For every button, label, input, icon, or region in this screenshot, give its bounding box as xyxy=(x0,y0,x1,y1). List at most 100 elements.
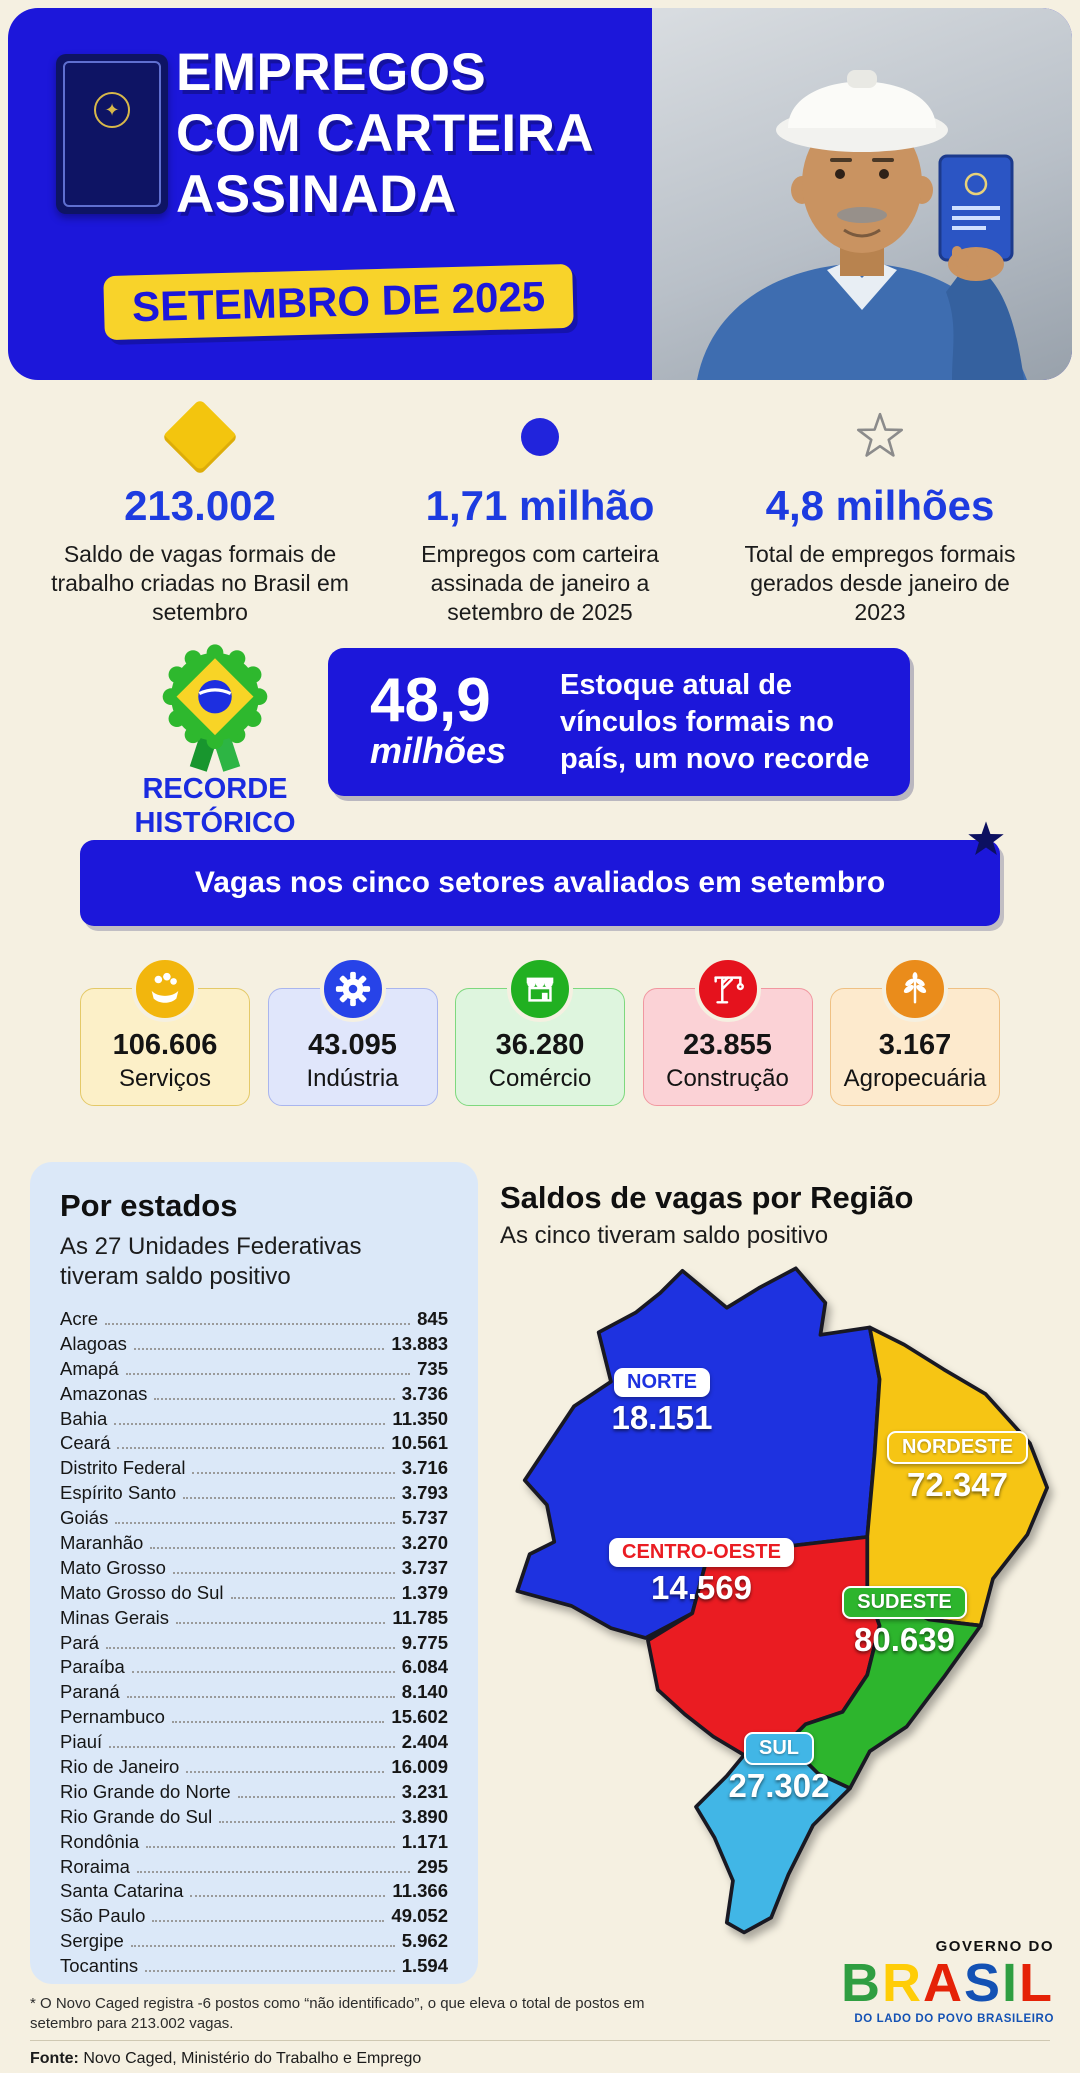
sector-card-industria: 43.095 Indústria xyxy=(267,956,438,1106)
state-name: Ceará xyxy=(60,1432,111,1454)
state-value: 15.602 xyxy=(391,1706,448,1728)
gear-icon xyxy=(319,956,386,1022)
state-name: Amapá xyxy=(60,1357,119,1379)
state-row: Bahia 11.350 xyxy=(60,1408,448,1433)
footnote: * O Novo Caged registra -6 postos como “… xyxy=(30,1995,645,2032)
state-value: 3.231 xyxy=(401,1780,448,1802)
sector-card-agropecuaria: 3.167 Agropecuária xyxy=(830,956,1000,1106)
region-name: NORTE xyxy=(614,1368,710,1397)
state-name: Piauí xyxy=(60,1731,103,1753)
dotted-leader xyxy=(150,1547,395,1550)
state-row: Piauí 2.404 xyxy=(60,1731,448,1756)
states-panel-title: Por estados xyxy=(60,1188,238,1223)
state-value: 49.052 xyxy=(391,1905,448,1927)
gov-logo-tagline: DO LADO DO POVO BRASILEIRO xyxy=(854,2013,1054,2025)
region-label-sul: SUL 27.302 xyxy=(704,1732,854,1805)
state-name: Rondônia xyxy=(60,1830,140,1852)
dotted-leader xyxy=(130,1945,395,1948)
state-name: São Paulo xyxy=(60,1905,146,1927)
state-value: 1.594 xyxy=(401,1955,448,1977)
state-row: Mato Grosso 3.737 xyxy=(60,1557,448,1582)
regions-title: Saldos de vagas por Região xyxy=(500,1180,914,1215)
state-value: 13.883 xyxy=(391,1332,448,1354)
state-row: Tocantins 1.594 xyxy=(60,1955,448,1980)
state-value: 735 xyxy=(417,1357,448,1379)
record-label-line2: HISTÓRICO xyxy=(134,807,296,839)
dotted-leader xyxy=(175,1621,386,1624)
state-value: 3.793 xyxy=(401,1482,448,1504)
state-name: Pernambuco xyxy=(60,1706,165,1728)
state-name: Mato Grosso do Sul xyxy=(60,1581,224,1603)
state-value: 11.366 xyxy=(392,1880,448,1902)
sector-value: 3.167 xyxy=(878,1029,952,1061)
coat-of-arms-icon: ✦ xyxy=(94,92,130,128)
state-row: Alagoas 13.883 xyxy=(60,1333,448,1358)
state-row: Paraíba 6.084 xyxy=(60,1656,448,1681)
sector-label: Indústria xyxy=(306,1065,399,1092)
state-row: Sergipe 5.962 xyxy=(60,1930,448,1955)
state-row: Mato Grosso do Sul 1.379 xyxy=(60,1582,448,1607)
dotted-leader xyxy=(190,1895,386,1898)
stat-monthly-balance: 213.002 Saldo de vagas formais de trabal… xyxy=(45,398,355,627)
state-value: 9.775 xyxy=(401,1631,448,1653)
dotted-leader xyxy=(109,1746,395,1749)
region-label-sudeste: SUDESTE 80.639 xyxy=(822,1586,987,1659)
wheat-icon xyxy=(882,956,948,1022)
state-row: Amapá 735 xyxy=(60,1358,448,1383)
sector-card-comercio: 36.280 Comércio xyxy=(455,956,625,1106)
record-label: RECORDE HISTÓRICO xyxy=(75,772,355,840)
source-label: Fonte: xyxy=(30,2050,79,2067)
decorative-star-icon xyxy=(968,821,1004,856)
hand-coins-icon xyxy=(132,956,198,1022)
state-row: Minas Gerais 11.785 xyxy=(60,1607,448,1632)
stat-description: Total de empregos formais gerados desde … xyxy=(744,541,1016,625)
header-banner: ✦ EMPREGOS COM CARTEIRA ASSINADA SETEMBR… xyxy=(8,8,1072,380)
work-card-icon: ✦ xyxy=(56,54,168,214)
state-name: Amazonas xyxy=(60,1382,148,1404)
title-line-3: ASSINADA xyxy=(176,165,457,224)
state-value: 11.350 xyxy=(392,1407,448,1429)
state-row: Santa Catarina 11.366 xyxy=(60,1880,448,1905)
dotted-leader xyxy=(237,1795,395,1798)
state-value: 295 xyxy=(417,1855,448,1877)
stat-description: Saldo de vagas formais de trabalho criad… xyxy=(51,541,349,625)
state-row: Rondônia 1.171 xyxy=(60,1831,448,1856)
dotted-leader xyxy=(172,1571,395,1574)
state-row: Distrito Federal 3.716 xyxy=(60,1457,448,1482)
state-value: 3.716 xyxy=(401,1457,448,1479)
state-name: Acre xyxy=(60,1308,99,1329)
stat-total-since-2023: 4,8 milhões Total de empregos formais ge… xyxy=(725,398,1035,627)
sector-label: Serviços xyxy=(118,1065,212,1092)
state-value: 3.737 xyxy=(401,1556,448,1578)
sector-label: Construção xyxy=(666,1065,789,1092)
sector-value: 106.606 xyxy=(112,1029,218,1061)
region-value: 80.639 xyxy=(854,1621,955,1658)
brazil-region-map: NORTE 18.151 NORDESTE 72.347 CENTRO-OEST… xyxy=(492,1256,1070,1946)
dotted-leader xyxy=(192,1472,395,1475)
sector-value: 43.095 xyxy=(308,1029,397,1061)
source-line: Fonte: Novo Caged, Ministério do Trabalh… xyxy=(30,2050,421,2068)
dotted-leader xyxy=(114,1422,386,1425)
dotted-leader xyxy=(183,1497,395,1500)
sector-value: 23.855 xyxy=(683,1029,772,1061)
state-name: Minas Gerais xyxy=(60,1606,169,1628)
sector-cards: 106.606 Serviços xyxy=(80,956,1000,1106)
state-name: Rio de Janeiro xyxy=(60,1756,180,1778)
title-line-2: COM CARTEIRA xyxy=(176,104,595,163)
footer-divider xyxy=(30,2040,1050,2041)
region-value: 18.151 xyxy=(611,1399,713,1436)
state-value: 5.962 xyxy=(401,1930,448,1952)
dotted-leader xyxy=(146,1845,395,1848)
state-name: Goiás xyxy=(60,1507,109,1529)
gov-brand: BRASIL xyxy=(840,1953,1054,2013)
state-row: Roraima 295 xyxy=(60,1856,448,1881)
state-value: 10.561 xyxy=(391,1432,448,1454)
dotted-leader xyxy=(126,1696,395,1699)
sector-value: 36.280 xyxy=(495,1029,585,1061)
region-value: 14.569 xyxy=(651,1569,752,1606)
state-value: 3.270 xyxy=(401,1532,448,1554)
state-name: Rio Grande do Norte xyxy=(60,1780,231,1802)
region-label-centro-oeste: CENTRO-OESTE 14.569 xyxy=(604,1538,799,1607)
state-row: Rio de Janeiro 16.009 xyxy=(60,1756,448,1781)
state-row: Goiás 5.737 xyxy=(60,1507,448,1532)
